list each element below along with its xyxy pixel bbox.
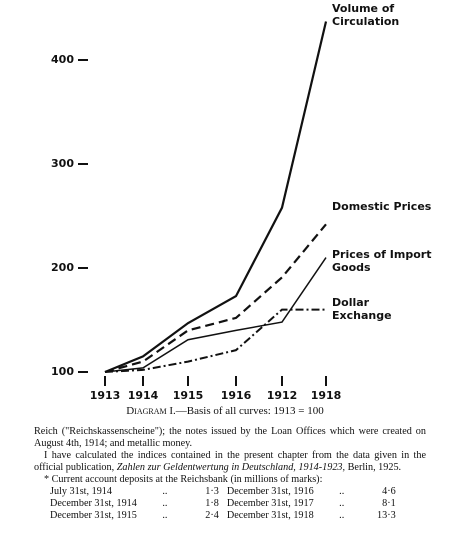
value: 8·1 [382, 498, 396, 509]
date: July 31st, 1914 [50, 486, 112, 497]
date: December 31st, 1917 [226, 498, 314, 509]
deposits-table: July 31st, 1914.. 1·3 December 31st, 1916.… [46, 486, 400, 522]
series-label: Prices of Import Goods [332, 248, 432, 274]
y-tick-label: 100 [51, 365, 74, 378]
text: Berlin, 1925. [347, 462, 402, 473]
caption-text: —Basis of all curves: 1913 = 100 [175, 405, 324, 417]
leader: .. [162, 498, 168, 509]
leader: .. [162, 510, 168, 521]
series-label: Volume of Circulation [332, 2, 400, 28]
series-line [104, 223, 327, 374]
series-line [104, 257, 327, 373]
value: 1·3 [205, 486, 219, 497]
y-tick-label: 200 [51, 261, 74, 274]
value: 13·3 [377, 510, 396, 521]
value: 1·8 [205, 498, 219, 509]
footnote-mark: * [44, 474, 50, 485]
paragraph: I have calculated the indices contained … [34, 450, 426, 474]
series-label: Dollar Exchange [332, 296, 392, 322]
leader: .. [162, 486, 168, 497]
date: December 31st, 1916 [226, 486, 314, 497]
book-title: Zahlen zur Geldentwertung in Deutschland… [116, 462, 346, 473]
text: Current account deposits at the Reichsba… [51, 474, 323, 485]
leader: .. [339, 498, 345, 509]
text: I have calculated the indices contained … [34, 450, 426, 473]
value: 2·4 [205, 510, 219, 521]
body-text: Reich ("Reichskassenscheine"); the notes… [34, 426, 426, 522]
table-row: December 31st, 1914.. 1·8 December 31st, 1… [46, 498, 400, 510]
x-tick-label: 1914 [128, 389, 159, 402]
table-row: December 31st, 1915.. 2·4 December 31st, 1… [46, 510, 400, 522]
caption: Diagram I.—Basis of all curves: 1913 = 1… [0, 405, 450, 417]
y-tick-label: 300 [51, 157, 74, 170]
x-tick-label: 1916 [221, 389, 252, 402]
footnote: * Current account deposits at the Reichs… [34, 474, 426, 486]
leader: .. [339, 486, 345, 497]
x-tick-label: 1915 [173, 389, 204, 402]
caption-label: Diagram I. [126, 405, 176, 417]
x-tick-label: 1918 [311, 389, 342, 402]
y-tick-label: 400 [51, 53, 74, 66]
series-line [104, 308, 326, 373]
x-tick-label: 1912 [267, 389, 298, 402]
paragraph: Reich ("Reichskassenscheine"); the notes… [34, 426, 426, 449]
series-label: Domestic Prices [332, 200, 432, 213]
date: December 31st, 1914 [50, 498, 137, 509]
x-tick-label: 1913 [90, 389, 121, 402]
table-row: July 31st, 1914.. 1·3 December 31st, 1916.… [46, 486, 400, 498]
value: 4·6 [382, 486, 396, 497]
date: December 31st, 1918 [226, 510, 314, 521]
leader: .. [339, 510, 345, 521]
series-line [104, 21, 328, 374]
chart: 100 200 300 400 1913 1914 1915 1916 1912 1918 [51, 21, 342, 402]
date: December 31st, 1915 [50, 510, 137, 521]
